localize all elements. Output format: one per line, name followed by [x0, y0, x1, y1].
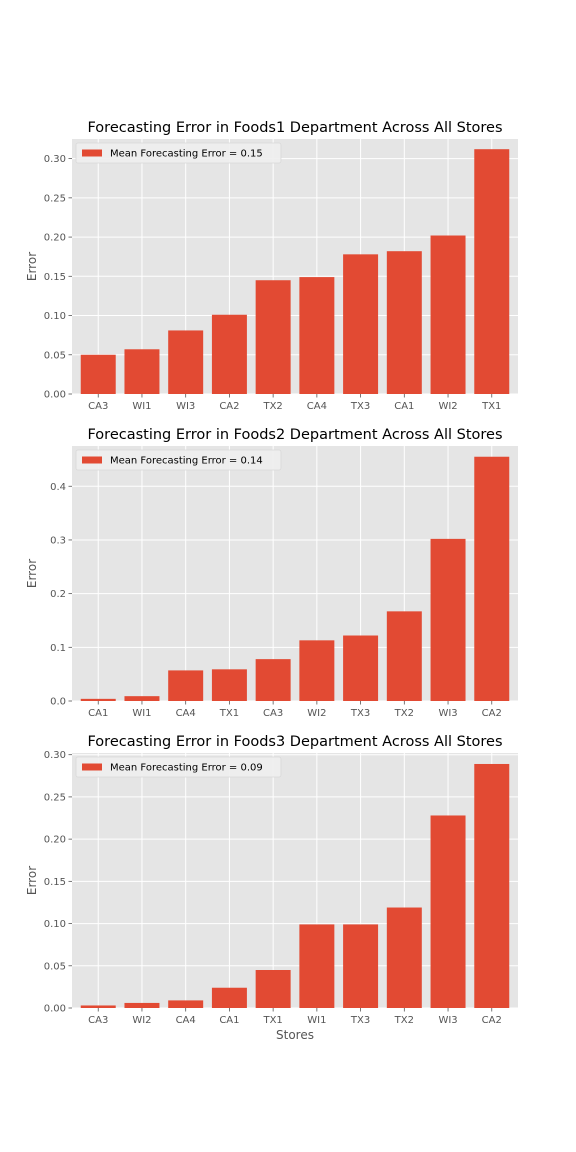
x-tick-label: TX3	[350, 401, 370, 412]
y-tick-label: 0.30	[44, 154, 66, 165]
bar-tx3	[343, 254, 378, 394]
bar-tx1	[256, 970, 291, 1008]
x-tick-label: CA3	[88, 1015, 108, 1026]
bar-tx3	[343, 636, 378, 701]
x-tick-label: CA4	[176, 1015, 196, 1026]
chart-title: Forecasting Error in Foods3 Department A…	[87, 734, 502, 750]
chart-title: Forecasting Error in Foods2 Department A…	[87, 427, 502, 443]
legend-label: Mean Forecasting Error = 0.14	[110, 456, 263, 467]
x-tick-label: TX3	[350, 708, 370, 719]
y-axis-label: Error	[25, 866, 39, 895]
bar-tx2	[256, 280, 291, 394]
y-tick-label: 0.1	[50, 643, 66, 654]
bar-wi2	[431, 236, 466, 394]
legend: Mean Forecasting Error = 0.09	[76, 757, 281, 777]
bar-wi2	[299, 640, 334, 701]
bar-wi3	[431, 815, 466, 1008]
x-tick-label: WI2	[132, 1015, 151, 1026]
bar-ca4	[299, 277, 334, 394]
y-tick-label: 0.05	[44, 961, 66, 972]
bar-tx1	[474, 149, 509, 394]
x-tick-label: CA1	[219, 1015, 239, 1026]
x-tick-label: WI1	[132, 708, 151, 719]
bar-ca1	[212, 988, 247, 1008]
x-tick-label: WI2	[307, 708, 326, 719]
x-tick-label: TX2	[394, 1015, 414, 1026]
bar-ca2	[212, 315, 247, 394]
x-axis-label: Stores	[276, 1028, 314, 1042]
y-tick-label: 0.25	[44, 792, 66, 803]
x-tick-label: CA2	[482, 1015, 502, 1026]
chart-3: 0.00 0.05 0.10 0.15 0.20 0.25 0.30 CA3 WI2 CA4 CA1…	[25, 734, 518, 1042]
x-tick-label: TX1	[219, 708, 239, 719]
y-tick-label: 0.4	[50, 482, 66, 493]
y-axis-label: Error	[25, 559, 39, 588]
x-tick-label: WI3	[438, 708, 457, 719]
bar-ca1	[81, 699, 116, 701]
y-tick-label: 0.10	[44, 311, 66, 322]
y-tick-label: 0.15	[44, 272, 66, 283]
bar-ca3	[81, 1005, 116, 1008]
bar-ca1	[387, 251, 422, 394]
bar-ca3	[256, 659, 291, 701]
bar-wi2	[124, 1003, 159, 1008]
chart-2: 0.0 0.1 0.2 0.3 0.4 CA1 WI1 CA4 TX1 CA3 WI2 TX3 TX2 W…	[25, 427, 518, 719]
bar-ca4	[168, 670, 203, 701]
x-tick-label: TX3	[350, 1015, 370, 1026]
legend-swatch	[82, 150, 102, 157]
bar-wi3	[168, 330, 203, 394]
legend-swatch	[82, 764, 102, 771]
y-tick-label: 0.15	[44, 877, 66, 888]
bar-tx2	[387, 611, 422, 701]
y-tick-label: 0.3	[50, 535, 66, 546]
bar-ca4	[168, 1000, 203, 1008]
x-tick-label: WI3	[176, 401, 195, 412]
legend: Mean Forecasting Error = 0.14	[76, 450, 281, 470]
bar-tx1	[212, 669, 247, 701]
legend-swatch	[82, 457, 102, 464]
bar-tx3	[343, 924, 378, 1008]
legend-label: Mean Forecasting Error = 0.09	[110, 763, 263, 774]
x-tick-label: CA3	[88, 401, 108, 412]
x-tick-label: CA1	[394, 401, 414, 412]
y-tick-label: 0.05	[44, 350, 66, 361]
y-axis-label: Error	[25, 252, 39, 281]
bar-ca2	[474, 764, 509, 1008]
y-tick-label: 0.00	[44, 390, 66, 401]
bar-ca3	[81, 355, 116, 394]
x-tick-label: CA4	[307, 401, 327, 412]
y-tick-label: 0.25	[44, 193, 66, 204]
x-tick-label: TX2	[394, 708, 414, 719]
x-tick-label: CA3	[263, 708, 283, 719]
x-tick-label: TX1	[262, 1015, 282, 1026]
bar-wi1	[124, 696, 159, 701]
x-tick-label: WI2	[438, 401, 457, 412]
x-tick-label: WI1	[307, 1015, 326, 1026]
y-tick-label: 0.20	[44, 233, 66, 244]
bar-ca2	[474, 457, 509, 701]
y-tick-label: 0.0	[50, 697, 66, 708]
x-tick-label: CA1	[88, 708, 108, 719]
x-tick-label: WI3	[438, 1015, 457, 1026]
y-tick-label: 0.2	[50, 589, 66, 600]
x-tick-label: CA2	[482, 708, 502, 719]
bar-wi1	[299, 924, 334, 1008]
y-tick-label: 0.10	[44, 919, 66, 930]
y-tick-label: 0.20	[44, 835, 66, 846]
bar-wi3	[431, 539, 466, 701]
y-tick-label: 0.00	[44, 1004, 66, 1015]
legend-label: Mean Forecasting Error = 0.15	[110, 149, 263, 160]
chart-1: 0.00 0.05 0.10 0.15 0.20 0.25 0.30 CA3 WI1 WI3 CA2…	[25, 120, 518, 412]
x-tick-label: CA4	[176, 708, 196, 719]
x-tick-label: WI1	[132, 401, 151, 412]
x-tick-label: TX1	[481, 401, 501, 412]
legend: Mean Forecasting Error = 0.15	[76, 143, 281, 163]
chart-title: Forecasting Error in Foods1 Department A…	[87, 120, 502, 136]
x-tick-label: CA2	[219, 401, 239, 412]
y-tick-label: 0.30	[44, 750, 66, 761]
bar-tx2	[387, 908, 422, 1008]
x-tick-label: TX2	[262, 401, 282, 412]
bar-wi1	[124, 349, 159, 394]
